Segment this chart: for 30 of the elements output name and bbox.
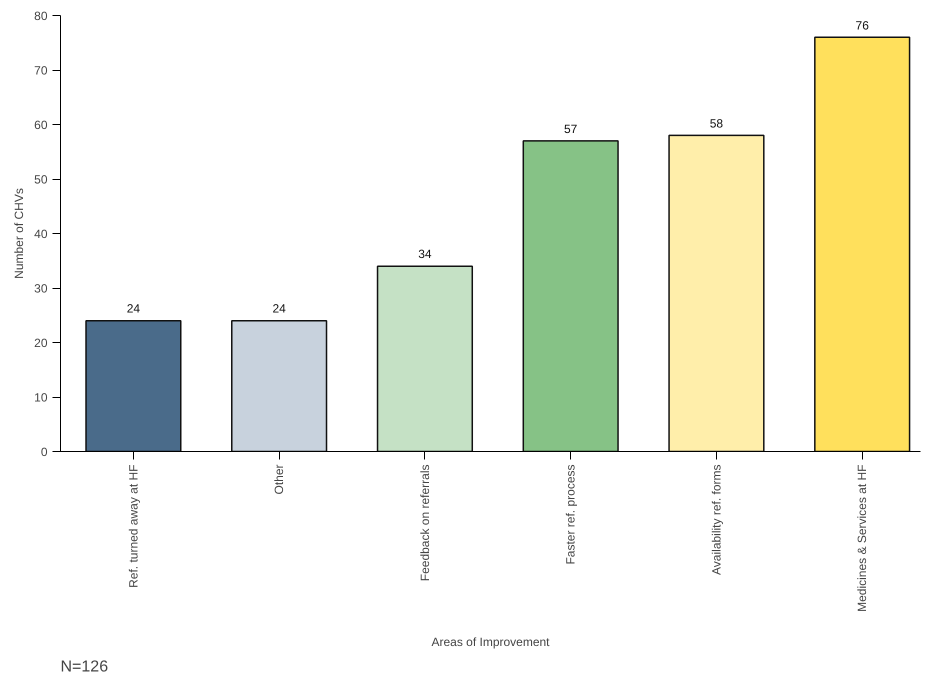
x-tick-label: Ref. turned away at HF — [126, 464, 140, 588]
y-axis-title: Number of CHVs — [12, 188, 26, 279]
bar — [668, 134, 765, 452]
x-tick-label: Other — [272, 464, 286, 495]
x-tick-label: Medicines & Services at HF — [855, 464, 870, 612]
x-tick-label: Faster ref. process — [564, 464, 578, 565]
y-tick-label: 50 — [34, 172, 48, 186]
data-label: 76 — [856, 18, 870, 32]
x-tick-label: Feedback on referrals — [418, 464, 432, 582]
y-tick-label: 0 — [40, 445, 48, 459]
data-label: 24 — [126, 302, 140, 316]
bar — [522, 140, 619, 452]
y-tick-label: 40 — [34, 227, 48, 241]
y-tick-label: 70 — [34, 64, 48, 78]
x-axis-title: Areas of Improvement — [431, 634, 550, 649]
data-label: 57 — [564, 122, 578, 136]
bar — [814, 36, 910, 452]
data-label: 34 — [418, 247, 432, 262]
y-tick-label: 60 — [34, 118, 48, 132]
y-tick-label: 80 — [34, 9, 48, 23]
data-label: 24 — [272, 302, 286, 316]
text: N=126 — [60, 658, 108, 676]
data-label: 58 — [710, 116, 724, 130]
x-tick-label: Availability ref. forms — [709, 464, 724, 575]
bar — [231, 320, 328, 452]
bar — [376, 265, 474, 452]
y-tick-label: 10 — [34, 390, 48, 404]
bar — [85, 320, 182, 452]
y-tick-label: 30 — [34, 282, 48, 296]
y-tick-label: 20 — [34, 336, 48, 350]
